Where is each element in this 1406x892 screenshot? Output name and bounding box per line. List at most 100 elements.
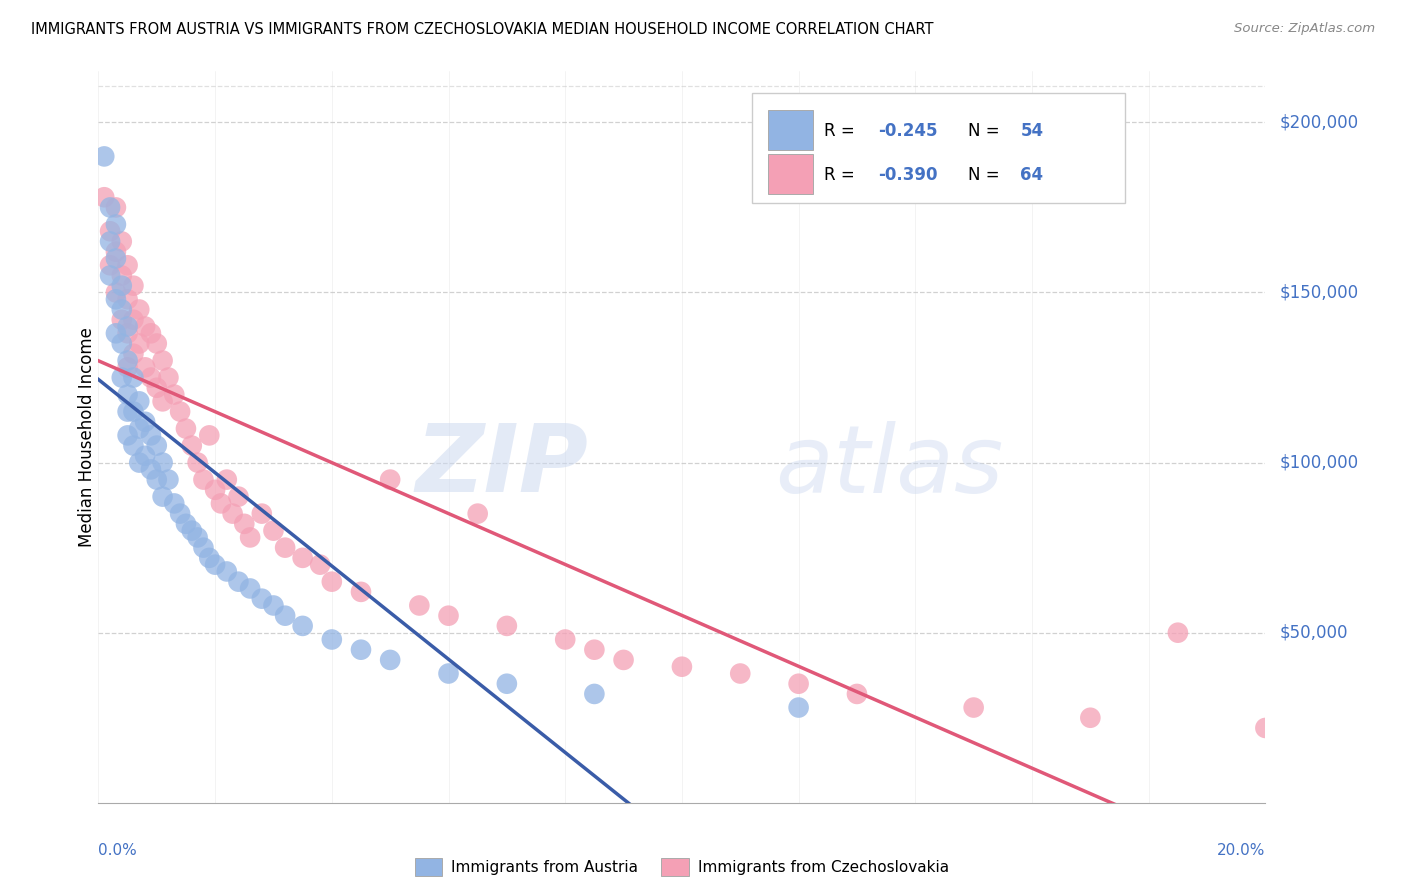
- Point: [239, 531, 262, 545]
- Point: [117, 353, 139, 368]
- Point: [134, 319, 156, 334]
- Point: [117, 404, 139, 418]
- Point: [152, 394, 174, 409]
- Point: [380, 653, 402, 667]
- FancyBboxPatch shape: [752, 94, 1125, 203]
- Text: 64: 64: [1021, 166, 1043, 185]
- Point: [111, 278, 134, 293]
- Point: [111, 268, 134, 283]
- Point: [117, 293, 139, 307]
- Point: [117, 387, 139, 401]
- Point: [134, 415, 156, 429]
- Point: [193, 473, 215, 487]
- Point: [146, 336, 169, 351]
- Point: [146, 381, 169, 395]
- Point: [408, 599, 430, 613]
- Point: [111, 235, 134, 249]
- Point: [180, 524, 202, 538]
- Text: R =: R =: [824, 166, 860, 185]
- Point: [262, 524, 284, 538]
- Point: [163, 496, 186, 510]
- Point: [128, 456, 150, 470]
- Point: [117, 326, 139, 341]
- Point: [583, 687, 606, 701]
- Point: [122, 347, 145, 361]
- Point: [163, 387, 186, 401]
- Text: N =: N =: [967, 122, 1005, 140]
- Point: [350, 585, 373, 599]
- Point: [496, 619, 519, 633]
- Point: [117, 319, 139, 334]
- Point: [134, 360, 156, 375]
- Point: [309, 558, 332, 572]
- Point: [204, 483, 226, 497]
- Text: N =: N =: [967, 166, 1005, 185]
- Point: [104, 201, 127, 215]
- Point: [111, 312, 134, 326]
- Point: [215, 473, 238, 487]
- FancyBboxPatch shape: [768, 154, 813, 194]
- Point: [291, 550, 314, 565]
- Point: [350, 642, 373, 657]
- Point: [152, 490, 174, 504]
- Point: [134, 449, 156, 463]
- Text: atlas: atlas: [775, 421, 1004, 512]
- Y-axis label: Median Household Income: Median Household Income: [79, 327, 96, 547]
- Point: [262, 599, 284, 613]
- Point: [221, 507, 243, 521]
- Point: [111, 302, 134, 317]
- Point: [239, 582, 262, 596]
- Text: 0.0%: 0.0%: [98, 843, 138, 858]
- Point: [139, 462, 162, 476]
- Point: [962, 700, 984, 714]
- Point: [117, 258, 139, 272]
- Point: [104, 285, 127, 300]
- Point: [128, 336, 150, 351]
- Point: [174, 421, 197, 435]
- Point: [228, 490, 250, 504]
- Point: [139, 428, 162, 442]
- Point: [93, 149, 115, 163]
- FancyBboxPatch shape: [768, 110, 813, 151]
- Text: $200,000: $200,000: [1279, 113, 1358, 131]
- Point: [496, 677, 519, 691]
- Point: [467, 507, 489, 521]
- Point: [139, 326, 162, 341]
- Point: [104, 218, 127, 232]
- Point: [437, 666, 460, 681]
- Point: [291, 619, 314, 633]
- Text: -0.390: -0.390: [877, 166, 938, 185]
- Point: [193, 541, 215, 555]
- Point: [104, 252, 127, 266]
- Point: [583, 642, 606, 657]
- Point: [233, 516, 256, 531]
- Point: [104, 293, 127, 307]
- Point: [128, 421, 150, 435]
- Point: [787, 677, 810, 691]
- Point: [612, 653, 634, 667]
- Legend: Immigrants from Austria, Immigrants from Czechoslovakia: Immigrants from Austria, Immigrants from…: [408, 851, 956, 884]
- Point: [98, 258, 121, 272]
- Point: [104, 326, 127, 341]
- Point: [187, 456, 209, 470]
- Text: $150,000: $150,000: [1279, 284, 1358, 301]
- Point: [157, 473, 180, 487]
- Point: [128, 302, 150, 317]
- Point: [117, 360, 139, 375]
- Point: [169, 404, 191, 418]
- Point: [250, 507, 273, 521]
- Point: [1080, 711, 1102, 725]
- Point: [169, 507, 191, 521]
- Point: [204, 558, 226, 572]
- Point: [117, 428, 139, 442]
- Text: -0.245: -0.245: [877, 122, 938, 140]
- Point: [228, 574, 250, 589]
- Point: [321, 632, 343, 647]
- Point: [180, 439, 202, 453]
- Point: [846, 687, 869, 701]
- Point: [198, 428, 221, 442]
- Text: IMMIGRANTS FROM AUSTRIA VS IMMIGRANTS FROM CZECHOSLOVAKIA MEDIAN HOUSEHOLD INCOM: IMMIGRANTS FROM AUSTRIA VS IMMIGRANTS FR…: [31, 22, 934, 37]
- Point: [146, 439, 169, 453]
- Text: $50,000: $50,000: [1279, 624, 1348, 641]
- Point: [111, 370, 134, 384]
